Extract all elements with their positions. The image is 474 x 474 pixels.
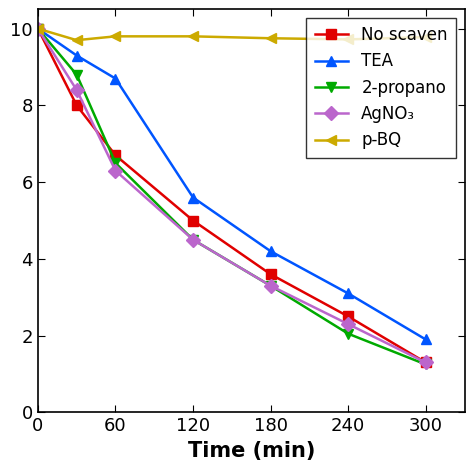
No scaven	[423, 360, 428, 365]
p-BQ	[35, 26, 41, 31]
2-propano	[113, 160, 118, 166]
2-propano	[190, 237, 196, 243]
2-propano	[346, 331, 351, 337]
Legend: No scaven, TEA, 2-propano, AgNO₃, p-BQ: No scaven, TEA, 2-propano, AgNO₃, p-BQ	[306, 18, 456, 158]
2-propano	[74, 72, 80, 78]
TEA	[190, 195, 196, 201]
p-BQ	[268, 36, 273, 41]
No scaven	[74, 102, 80, 108]
AgNO₃	[35, 26, 41, 31]
AgNO₃	[423, 360, 428, 365]
No scaven	[113, 153, 118, 158]
TEA	[346, 291, 351, 296]
AgNO₃	[268, 283, 273, 289]
No scaven	[268, 272, 273, 277]
p-BQ	[423, 34, 428, 40]
AgNO₃	[346, 321, 351, 327]
AgNO₃	[113, 168, 118, 173]
Line: No scaven: No scaven	[33, 24, 430, 367]
p-BQ	[190, 34, 196, 39]
Line: 2-propano: 2-propano	[33, 24, 430, 369]
No scaven	[35, 26, 41, 31]
2-propano	[423, 362, 428, 367]
TEA	[268, 248, 273, 254]
Line: TEA: TEA	[33, 24, 430, 344]
p-BQ	[113, 34, 118, 39]
AgNO₃	[74, 87, 80, 93]
TEA	[35, 26, 41, 31]
TEA	[113, 76, 118, 82]
TEA	[423, 337, 428, 342]
TEA	[74, 53, 80, 58]
p-BQ	[74, 37, 80, 43]
2-propano	[35, 26, 41, 31]
2-propano	[268, 283, 273, 289]
No scaven	[346, 314, 351, 319]
X-axis label: Time (min): Time (min)	[188, 441, 315, 461]
AgNO₃	[190, 237, 196, 243]
p-BQ	[346, 36, 351, 42]
No scaven	[190, 218, 196, 223]
Line: AgNO₃: AgNO₃	[33, 24, 430, 367]
Line: p-BQ: p-BQ	[33, 24, 430, 45]
